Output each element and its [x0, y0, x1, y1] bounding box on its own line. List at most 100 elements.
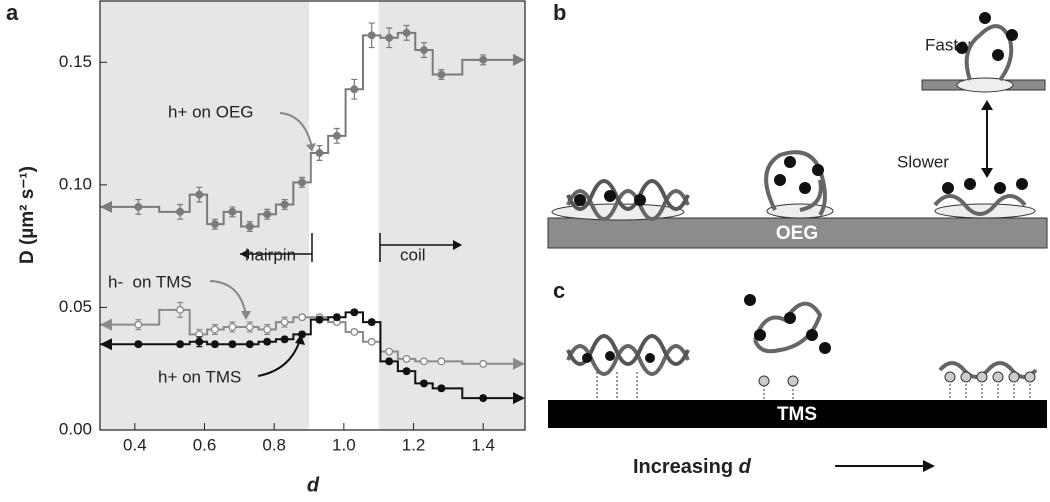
data-point: [245, 340, 254, 349]
data-point: [280, 200, 289, 209]
data-point: [402, 354, 411, 363]
dna-helix: [566, 179, 690, 211]
data-point: [134, 202, 143, 211]
axis-arrow: [100, 318, 112, 331]
panel-label: c: [553, 278, 565, 303]
arrowhead: [295, 334, 305, 345]
data-point: [479, 55, 488, 64]
data-point: [211, 340, 219, 349]
data-point: [176, 305, 185, 314]
annotation: coil: [400, 245, 426, 264]
data-point: [211, 325, 219, 334]
data-point: [367, 337, 376, 346]
x-axis-label: d: [307, 474, 320, 496]
y-axis-label: D (µm² s⁻¹): [17, 166, 38, 264]
x-tick-label: 0.4: [123, 435, 147, 454]
y-tick-label: 0.05: [59, 297, 92, 316]
data-point: [176, 207, 185, 216]
axis-arrow: [100, 200, 112, 213]
data-point: [479, 359, 488, 368]
axis-arrow: [513, 392, 525, 405]
data-point: [176, 340, 185, 349]
data-point: [350, 85, 359, 94]
dna-coil: [753, 301, 823, 354]
label: Increasing d: [633, 456, 752, 478]
label: Slower: [897, 152, 949, 171]
data-point: [315, 149, 324, 157]
data-point: [437, 70, 446, 79]
data-point: [437, 384, 446, 393]
label-text: Increasing: [633, 456, 733, 478]
data-point: [420, 46, 428, 54]
footprint: [766, 203, 834, 219]
legend-label: h+ on TMS: [158, 367, 241, 386]
data-point: [350, 327, 359, 336]
linkers: [596, 372, 1031, 400]
data-point: [280, 335, 289, 344]
plot-frame: [99, 0, 526, 431]
y-tick-label: 0.10: [59, 174, 92, 193]
data-point: [332, 131, 341, 140]
arrowhead: [240, 249, 249, 259]
data-point: [420, 357, 428, 366]
annotation: hairpin: [245, 245, 296, 264]
panel-label: a: [6, 0, 19, 25]
data-point: [315, 315, 324, 324]
axis-arrow: [513, 357, 525, 370]
data-point: [437, 357, 446, 366]
plot-area: 0.00 0.05 0.10 0.15 0.4 0.6 0.8 1.0 1.2 1.4: [59, 0, 526, 454]
data-point: [263, 337, 272, 346]
data-point: [211, 220, 219, 229]
shaded-region: [378, 1, 525, 430]
legend-label: h- on TMS: [108, 272, 192, 291]
annotation-arrow: [279, 112, 313, 149]
data-point: [385, 33, 394, 42]
data-point: [367, 318, 376, 327]
data-point: [385, 357, 394, 366]
data-point: [228, 323, 237, 331]
arrowhead: [453, 240, 462, 250]
annotation-arrow: [209, 280, 247, 316]
surface-label: OEG: [776, 223, 818, 244]
data-point: [195, 190, 204, 199]
data-point: [263, 325, 272, 334]
data-point: [134, 320, 143, 329]
data-point: [228, 207, 237, 216]
annotation-arrow: [257, 339, 301, 377]
tms-surface: [548, 400, 1047, 428]
x-tick-label: 0.6: [193, 435, 217, 454]
arrowhead: [306, 143, 316, 152]
oeg-surface: [547, 217, 1048, 249]
x-tick-label: 1.4: [471, 435, 495, 454]
dna-strand: [933, 194, 1027, 216]
data-point: [134, 340, 143, 349]
data-point: [367, 31, 376, 40]
y-tick-label: 0.15: [59, 52, 92, 71]
data-point: [245, 222, 254, 231]
data-point: [479, 394, 488, 403]
y-tick-label: 0.00: [59, 419, 92, 438]
arrowhead: [923, 460, 935, 472]
axis-arrow: [513, 53, 525, 66]
data-point: [385, 347, 394, 356]
data-point: [263, 210, 272, 219]
data-point: [195, 337, 204, 346]
surface-label: TMS: [777, 404, 817, 425]
dna-coil: [964, 24, 1014, 82]
label-var: d: [739, 456, 752, 478]
shaded-region: [100, 1, 310, 430]
x-tick-label: 1.0: [332, 435, 356, 454]
footprint: [956, 77, 1014, 93]
x-tick-label: 1.2: [402, 435, 426, 454]
panel-label: b: [553, 0, 566, 25]
arrowhead: [241, 311, 251, 320]
data-point: [350, 308, 359, 317]
axis-arrow: [100, 338, 112, 351]
hexagons: [574, 12, 1028, 206]
step-line: [100, 31, 517, 228]
x-tick-label: 0.8: [262, 435, 286, 454]
legend-label: h+ on OEG: [168, 102, 254, 121]
data-point: [402, 367, 411, 376]
anchored-hexagons: [758, 371, 1036, 387]
